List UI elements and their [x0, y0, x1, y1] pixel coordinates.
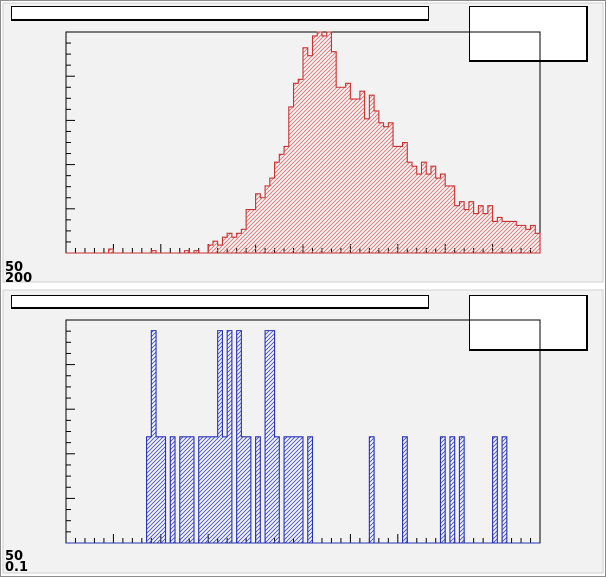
top-title-shadow	[11, 19, 429, 21]
bottom-hist-outline	[66, 330, 540, 544]
bottom-title-shadow	[11, 307, 429, 309]
bottom-axis-label-2: 0.1	[5, 560, 28, 575]
top-hist-outline	[66, 31, 541, 254]
top-stats-shadow-side	[586, 6, 588, 62]
top-axis-label-1: 50	[5, 260, 23, 275]
bottom-stats-shadow	[469, 349, 588, 351]
top-stats-box	[469, 6, 588, 62]
top-histogram	[66, 31, 541, 254]
bottom-axis-label-1: 50	[5, 549, 23, 564]
bottom-title-box	[11, 295, 429, 309]
top-pad: 50 200	[2, 2, 604, 286]
top-hist-fill	[66, 32, 540, 253]
bottom-histogram	[66, 330, 540, 544]
top-stats-shadow	[469, 60, 588, 62]
bottom-stats-box	[469, 295, 588, 351]
top-axis-label-2: 200	[5, 271, 32, 286]
bottom-stats-shadow-side	[586, 295, 588, 351]
bottom-pad: 50 0.1	[2, 289, 604, 575]
top-title-box	[11, 6, 429, 21]
